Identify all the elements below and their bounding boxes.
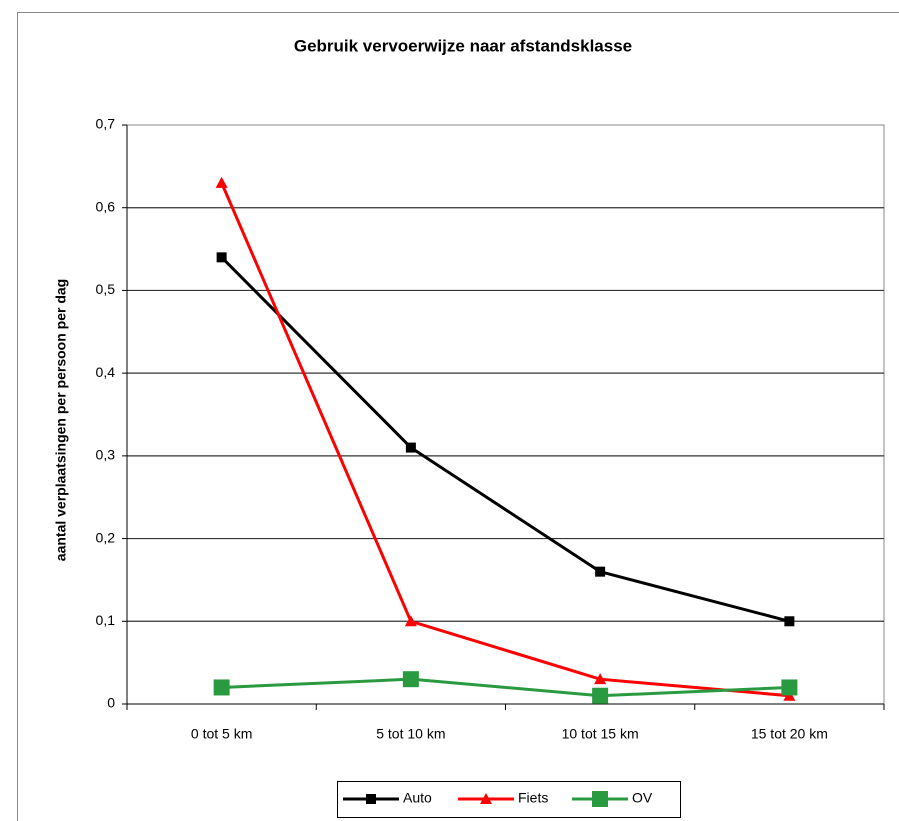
marker — [592, 687, 609, 704]
x-tick-label: 15 tot 20 km — [751, 726, 828, 742]
y-tick-label: 0,4 — [96, 364, 116, 380]
marker — [784, 616, 795, 627]
marker — [595, 566, 606, 577]
legend-label: Fiets — [518, 790, 548, 806]
marker — [213, 679, 230, 696]
legend-label: Auto — [403, 790, 432, 806]
marker — [215, 176, 228, 188]
marker — [404, 615, 417, 627]
x-tick-label: 10 tot 15 km — [562, 726, 639, 742]
marker — [366, 794, 376, 804]
marker — [480, 793, 492, 804]
y-tick-label: 0,1 — [96, 612, 116, 628]
marker — [402, 671, 419, 688]
marker — [592, 791, 608, 807]
marker — [781, 679, 798, 696]
x-tick-label: 0 tot 5 km — [191, 726, 252, 742]
marker — [594, 673, 607, 685]
y-tick-label: 0,7 — [96, 116, 116, 132]
y-tick-label: 0,6 — [96, 198, 116, 214]
y-tick-label: 0,3 — [96, 447, 116, 463]
plot-area — [126, 124, 885, 705]
series-line — [221, 677, 790, 698]
chart-title: Gebruik vervoerwijze naar afstandsklasse — [294, 36, 632, 55]
x-tick-label: 5 tot 10 km — [376, 726, 445, 742]
series-line — [220, 256, 790, 623]
legend-label: OV — [632, 790, 653, 806]
y-axis-label: aantal verplaatsingen per persoon per da… — [53, 279, 69, 561]
marker — [216, 252, 227, 263]
marker — [405, 442, 416, 453]
y-tick-label: 0,5 — [96, 281, 116, 297]
series-line — [220, 182, 790, 698]
y-tick-label: 0 — [107, 695, 115, 711]
y-tick-label: 0,2 — [96, 529, 116, 545]
